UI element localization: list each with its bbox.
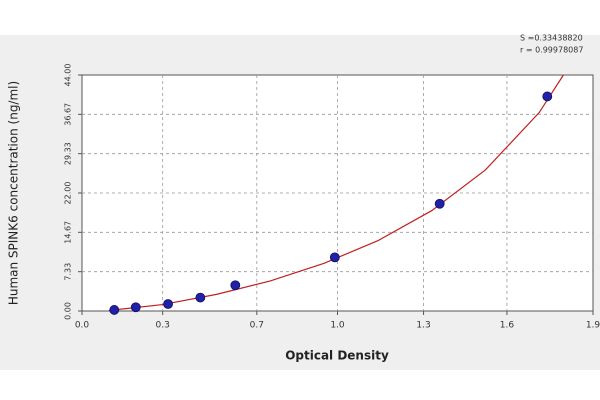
x-tick-label: 1.3 <box>416 321 430 331</box>
point <box>230 280 241 291</box>
y-tick-label: 14.67 <box>64 221 73 244</box>
y-axis-label: Human SPINK6 concentration (ng/ml) <box>7 81 21 305</box>
x-tick-label: 0.0 <box>75 321 90 331</box>
y-tick-label: 44.00 <box>64 64 73 87</box>
point <box>163 299 173 309</box>
y-tick-label: 36.67 <box>64 103 73 126</box>
point <box>329 252 340 263</box>
point <box>434 198 445 209</box>
point <box>195 292 206 303</box>
fit-curve <box>108 74 564 312</box>
y-tick-label: 7.33 <box>64 263 73 281</box>
point <box>130 302 141 313</box>
y-tick-label: 22.00 <box>64 182 73 205</box>
x-tick-label: 0.7 <box>250 321 264 331</box>
x-tick-label: 1.9 <box>586 321 600 331</box>
annotation: S =0.33438820 <box>520 34 583 43</box>
y-tick-label: 0.00 <box>64 302 73 320</box>
y-tick-label: 29.33 <box>64 142 73 165</box>
point <box>109 305 120 315</box>
x-tick-label: 1.0 <box>330 321 345 331</box>
x-tick-label: 1.6 <box>500 321 515 331</box>
annotation: r = 0.99978087 <box>520 46 583 55</box>
point <box>542 91 553 102</box>
x-axis-label: Optical Density <box>285 349 389 363</box>
x-tick-label: 0.3 <box>156 321 170 331</box>
